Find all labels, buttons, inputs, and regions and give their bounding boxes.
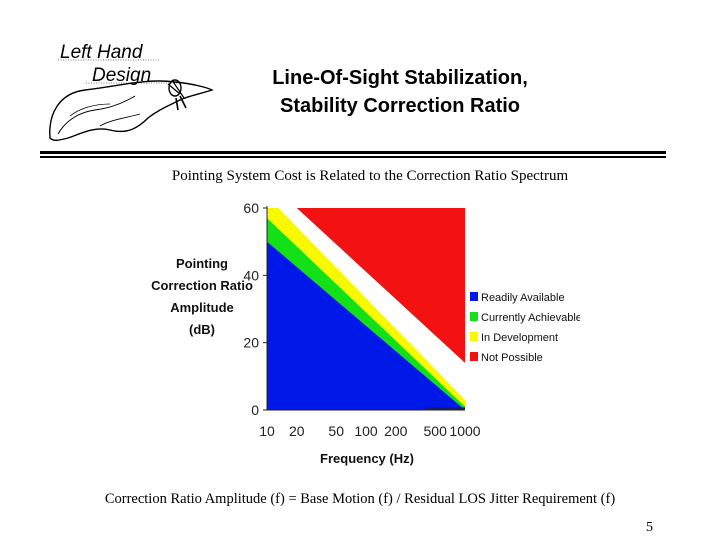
legend-label-in-development: In Development: [481, 332, 558, 344]
x-tick-label: 10: [259, 423, 275, 439]
x-tick-label: 100: [354, 423, 378, 439]
legend-swatch-in-development: [470, 332, 478, 341]
legend: Readily Available Currently Achievable In …: [470, 292, 580, 364]
y-tick-label: 60: [243, 200, 259, 216]
x-tick-label: 200: [384, 423, 408, 439]
legend-label-currently-achievable: Currently Achievable: [481, 312, 580, 324]
y-axis-label-line: Pointing: [176, 256, 228, 271]
legend-swatch-readily-available: [470, 292, 478, 301]
y-axis: 0 20 40 60: [243, 200, 268, 418]
y-axis-label-line: Correction Ratio: [151, 278, 253, 293]
legend-swatch-not-possible: [470, 352, 478, 361]
footer-formula: Correction Ratio Amplitude (f) = Base Mo…: [104, 491, 616, 507]
correction-ratio-chart: 0 20 40 60 10 20 50 100 200 500 1000 Readily Avai…: [151, 200, 580, 466]
plot-area: [267, 208, 465, 410]
slide-subtitle: Pointing System Cost is Related to the C…: [171, 168, 569, 184]
x-tick-label: 20: [289, 423, 305, 439]
y-tick-label: 40: [243, 267, 259, 283]
y-axis-label-line: Amplitude: [170, 300, 234, 315]
slide-title-line1: Line-Of-Sight Stabilization,: [272, 67, 528, 89]
page-number: 5: [646, 520, 653, 535]
x-axis: 10 20 50 100 200 500 1000: [259, 409, 481, 439]
x-tick-label: 50: [328, 423, 344, 439]
left-hand-design-logo: Left Hand Design: [49, 42, 214, 141]
y-axis-label-line: (dB): [189, 322, 215, 337]
legend-label-not-possible: Not Possible: [481, 352, 543, 364]
slide-title: Line-Of-Sight Stabilization, Stability C…: [225, 64, 575, 120]
y-axis-label: Pointing Correction Ratio Amplitude (dB): [151, 256, 253, 337]
header-rule-bottom: [40, 156, 666, 158]
x-axis-label: Frequency (Hz): [320, 451, 414, 466]
slide-title-line2: Stability Correction Ratio: [279, 95, 521, 117]
x-tick-label: 500: [424, 423, 448, 439]
logo-line2: Design: [92, 65, 151, 86]
y-tick-label: 20: [243, 335, 259, 351]
logo-line1: Left Hand: [60, 42, 144, 63]
legend-label-readily-available: Readily Available: [481, 292, 565, 304]
y-tick-label: 0: [251, 402, 259, 418]
header-rule-top: [40, 151, 666, 154]
x-tick-label: 1000: [449, 423, 480, 439]
legend-swatch-currently-achievable: [470, 312, 478, 321]
